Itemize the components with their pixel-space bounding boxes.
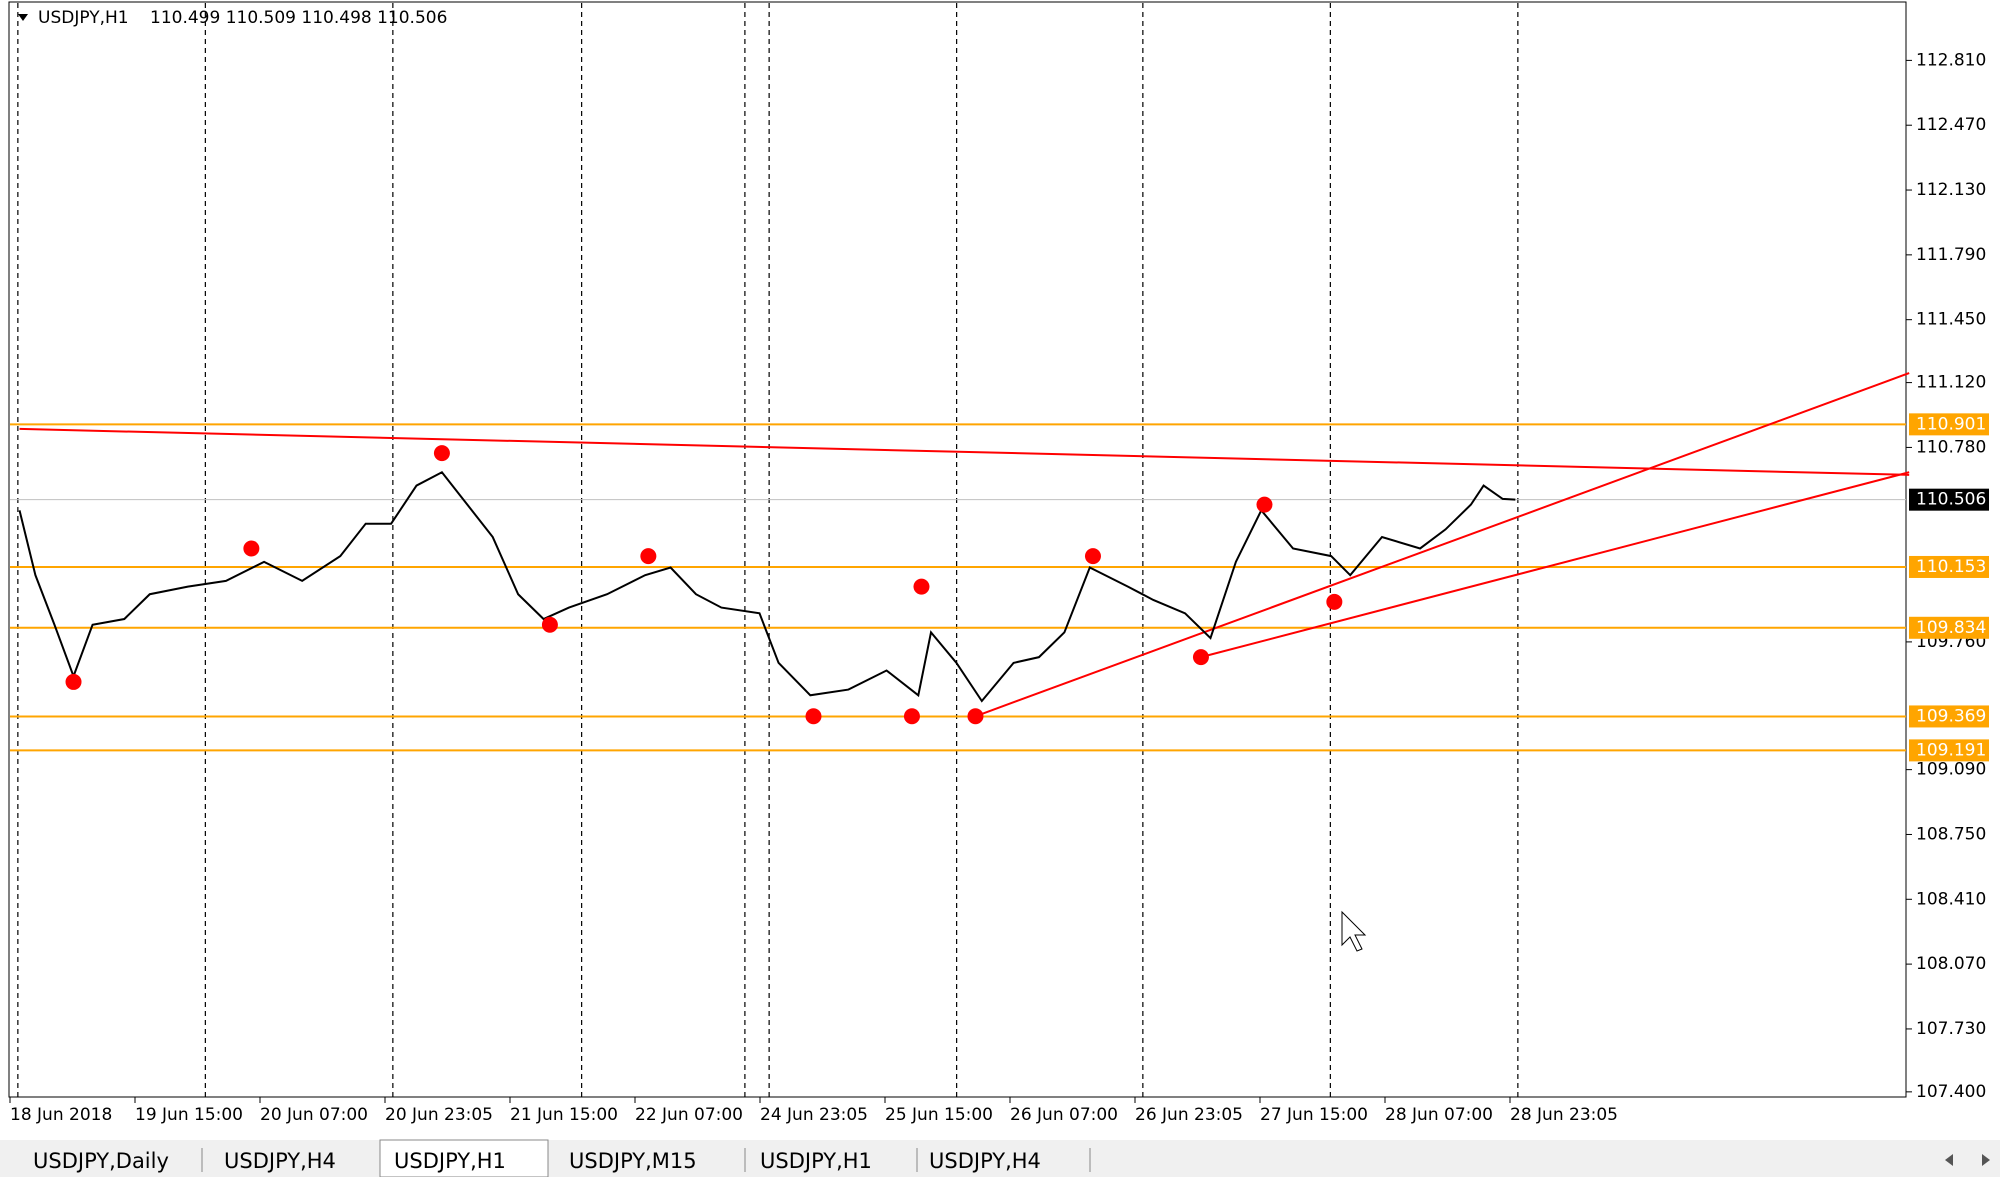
swing-point: [903, 708, 920, 725]
price-line: [18, 470, 1516, 703]
x-tick-label: 24 Jun 23:05: [760, 1105, 868, 1125]
swing-point: [1192, 649, 1209, 666]
y-tick-label: 112.470: [1916, 115, 1986, 135]
x-tick-label: 27 Jun 15:00: [1260, 1105, 1368, 1125]
tab[interactable]: USDJPY,H1: [760, 1149, 872, 1173]
x-tick-label: 20 Jun 23:05: [385, 1105, 493, 1125]
swing-point: [1256, 496, 1273, 513]
y-tick-label: 110.780: [1916, 437, 1986, 457]
x-tick-label: 20 Jun 07:00: [260, 1105, 368, 1125]
tab[interactable]: USDJPY,H4: [224, 1149, 336, 1173]
ohlc: 110.499 110.509 110.498 110.506: [150, 8, 447, 28]
swing-point: [913, 578, 930, 595]
level-box: [1909, 616, 1989, 639]
level-box: [1909, 739, 1989, 762]
swing-point: [967, 708, 984, 725]
x-tick-label: 18 Jun 2018: [10, 1105, 112, 1125]
y-tick-label: 112.810: [1916, 50, 1986, 70]
y-tick-label: 112.130: [1916, 180, 1986, 200]
current-price-box: [1909, 488, 1989, 511]
x-tick-label: 28 Jun 23:05: [1510, 1105, 1618, 1125]
level-label: 110.153: [1916, 557, 1986, 577]
tab[interactable]: USDJPY,H4: [929, 1149, 1041, 1173]
y-tick-label: 108.750: [1916, 824, 1986, 844]
level-label: 109.191: [1916, 740, 1986, 760]
level-label: 109.369: [1916, 706, 1986, 726]
tab[interactable]: USDJPY,Daily: [33, 1149, 169, 1173]
swing-point: [243, 540, 260, 557]
swing-point: [433, 445, 450, 462]
swing-point: [541, 616, 558, 633]
plot-frame: [8, 1, 1907, 1098]
active-tab: [379, 1139, 549, 1178]
y-tick-label: 108.070: [1916, 954, 1986, 974]
current-price-label: 110.506: [1916, 490, 1986, 510]
x-tick-label: 25 Jun 15:00: [885, 1105, 993, 1125]
y-tick-label: 108.410: [1916, 889, 1986, 909]
x-tick-label: 19 Jun 15:00: [135, 1105, 243, 1125]
scroll-left[interactable]: [1945, 1154, 1953, 1166]
menu-arrow[interactable]: [18, 14, 28, 21]
y-tick-label: 111.450: [1916, 310, 1986, 330]
x-tick-label: 22 Jun 07:00: [635, 1105, 743, 1125]
level-box: [1909, 413, 1989, 436]
trend-line: [975, 372, 1910, 718]
level-box: [1909, 555, 1989, 578]
y-tick-label: 111.120: [1916, 373, 1986, 393]
level-label: 109.834: [1916, 618, 1986, 638]
y-tick-label: 109.090: [1916, 760, 1986, 780]
x-tick-label: 26 Jun 23:05: [1135, 1105, 1243, 1125]
y-tick-label: 107.730: [1916, 1019, 1986, 1039]
swing-point: [65, 673, 82, 690]
x-tick-label: 26 Jun 07:00: [1010, 1105, 1118, 1125]
y-tick-label: 107.400: [1916, 1082, 1986, 1102]
swing-point: [1326, 593, 1343, 610]
swing-point: [805, 708, 822, 725]
x-tick-label: 21 Jun 15:00: [510, 1105, 618, 1125]
swing-point: [640, 548, 657, 565]
y-tick-label: 111.790: [1916, 245, 1986, 265]
tab[interactable]: USDJPY,H1: [394, 1149, 506, 1173]
symbol: USDJPY,H1: [38, 8, 129, 28]
level-label: 110.901: [1916, 414, 1986, 434]
scroll-right[interactable]: [1982, 1154, 1990, 1166]
trend-line: [1200, 471, 1910, 659]
mouse-cursor: [1341, 910, 1367, 952]
level-box: [1909, 705, 1989, 728]
tab-bar: [0, 1140, 2000, 1177]
x-tick-label: 28 Jun 07:00: [1385, 1105, 1493, 1125]
tab[interactable]: USDJPY,M15: [569, 1149, 697, 1173]
trend-line: [19, 427, 1910, 476]
swing-point: [1084, 548, 1101, 565]
